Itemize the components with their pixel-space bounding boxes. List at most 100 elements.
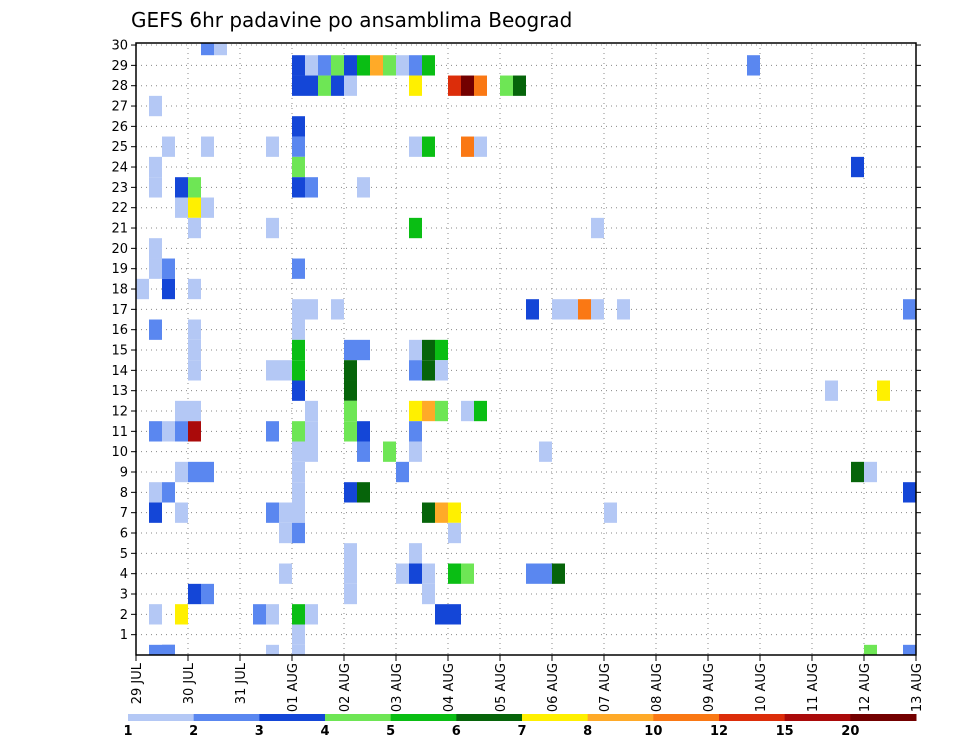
data-cell [305, 400, 318, 422]
data-cell [149, 258, 162, 279]
colorbar-swatch [587, 714, 654, 721]
data-cells [136, 43, 916, 655]
y-tick-label: 5 [120, 547, 128, 562]
y-tick-label: 22 [111, 201, 128, 216]
data-cell [175, 604, 188, 625]
data-cell [448, 75, 461, 96]
data-cell [175, 502, 188, 523]
y-tick-label: 28 [111, 79, 128, 94]
x-tick-label: 10 AUG [754, 663, 769, 712]
data-cell [188, 197, 201, 218]
y-tick-label: 29 [111, 59, 128, 74]
data-cell [201, 136, 214, 157]
data-cell [474, 75, 487, 96]
data-cell [435, 360, 448, 381]
data-cell [279, 502, 292, 523]
data-cell [825, 380, 838, 401]
data-cell [357, 421, 370, 442]
data-cell [409, 421, 422, 442]
data-cell [357, 482, 370, 503]
data-cell [461, 563, 474, 584]
y-tick-label: 10 [111, 445, 128, 460]
colorbar-label: 5 [386, 724, 395, 739]
data-cell [292, 75, 305, 96]
data-cell [305, 299, 318, 320]
colorbar-swatch [653, 714, 720, 721]
data-cell [435, 339, 448, 361]
x-tick-label: 11 AUG [806, 663, 821, 712]
y-tick-label: 27 [111, 100, 128, 115]
x-tick-label: 06 AUG [546, 663, 561, 712]
colorbar-label: 1 [123, 724, 132, 739]
data-cell [292, 522, 305, 544]
y-axis-ticks: 1234567891011121314151617181920212223242… [111, 39, 921, 643]
data-cell [149, 644, 162, 655]
data-cell [500, 75, 513, 96]
data-cell [292, 299, 305, 320]
data-cell [552, 563, 565, 584]
data-cell [318, 55, 331, 76]
data-cell [253, 604, 266, 625]
data-cell [344, 339, 357, 361]
data-cell [903, 644, 916, 655]
data-cell [409, 75, 422, 96]
data-cell [409, 360, 422, 381]
data-cell [149, 156, 162, 178]
colorbar-label: 20 [841, 724, 859, 739]
data-cell [344, 543, 357, 564]
data-cell [305, 421, 318, 442]
colorbar-label: 4 [320, 724, 329, 739]
y-tick-label: 11 [111, 425, 128, 440]
data-cell [396, 563, 409, 584]
data-cell [409, 217, 422, 239]
colorbar-swatch [850, 714, 917, 721]
data-cell [409, 563, 422, 584]
data-cell [370, 55, 383, 76]
data-cell [305, 55, 318, 76]
data-cell [266, 604, 279, 625]
data-cell [851, 156, 864, 178]
x-tick-label: 08 AUG [650, 663, 665, 712]
colorbar-swatch [456, 714, 523, 721]
data-cell [149, 238, 162, 259]
data-cell [188, 360, 201, 381]
x-axis-ticks: 29 JUL 30 JUL 31 JUL 01 AUG 02 AUG 03 AUG 04 A… [130, 655, 925, 712]
data-cell [292, 339, 305, 361]
data-cell [591, 217, 604, 239]
data-cell [266, 217, 279, 239]
x-tick-label: 13 AUG [910, 663, 925, 712]
data-cell [396, 55, 409, 76]
chart-title: GEFS 6hr padavine po ansamblima Beograd [131, 8, 572, 32]
data-cell [188, 278, 201, 300]
data-cell [305, 441, 318, 462]
data-cell [292, 177, 305, 198]
data-cell [266, 136, 279, 157]
data-cell [162, 136, 175, 157]
data-cell [409, 55, 422, 76]
data-cell [357, 177, 370, 198]
data-cell [422, 400, 435, 422]
data-cell [292, 604, 305, 625]
data-cell [409, 136, 422, 157]
data-cell [292, 116, 305, 137]
y-tick-label: 26 [111, 120, 128, 135]
colorbar-swatch [193, 714, 260, 721]
data-cell [149, 502, 162, 523]
data-cell [578, 299, 591, 320]
y-tick-label: 23 [111, 181, 128, 196]
x-tick-label: 31 JUL [234, 662, 249, 704]
data-cell [461, 136, 474, 157]
data-cell [422, 360, 435, 381]
data-cell [279, 563, 292, 584]
x-tick-label: 29 JUL [130, 662, 145, 704]
colorbar-swatch [325, 714, 392, 721]
data-cell [344, 482, 357, 503]
data-cell [175, 197, 188, 218]
y-tick-label: 15 [111, 344, 128, 359]
data-cell [383, 441, 396, 462]
colorbar-label: 3 [255, 724, 264, 739]
data-cell [344, 563, 357, 584]
y-tick-label: 2 [120, 608, 128, 623]
plot-frame [135, 42, 917, 656]
y-tick-label: 18 [111, 283, 128, 298]
